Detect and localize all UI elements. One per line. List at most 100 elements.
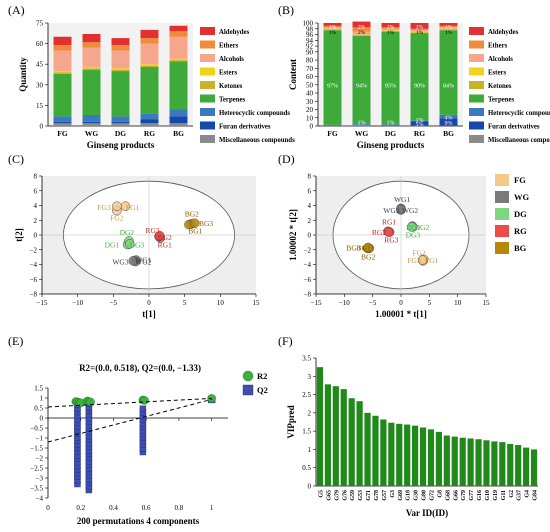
x-tick-label: 0.6 <box>142 504 151 512</box>
legend-swatch <box>200 94 215 103</box>
legend-label: Terpenes <box>219 97 246 104</box>
y-tick-label: 0 <box>308 483 312 491</box>
bar-segment <box>323 23 342 26</box>
x-tick-label: G59 <box>350 490 356 501</box>
legend-swatch <box>495 191 509 203</box>
bar-segment <box>82 68 101 70</box>
y-tick-label: 6 <box>308 187 312 195</box>
y-tick-label: 0 <box>310 123 314 131</box>
vip-bar <box>483 440 490 486</box>
x-tick-label: G37 <box>517 490 523 501</box>
bar-segment <box>53 44 72 51</box>
vip-bar <box>507 443 514 486</box>
bar-segment <box>439 28 458 30</box>
bar-segment <box>439 118 458 126</box>
legend-swatch <box>469 81 484 89</box>
legend-swatch <box>469 27 484 35</box>
bar-segment <box>169 116 188 124</box>
vip-bar <box>491 441 498 486</box>
legend-swatch <box>469 135 484 143</box>
x-tick-label: G4 <box>525 490 531 498</box>
legend-swatch <box>200 27 215 35</box>
score-point <box>417 255 428 265</box>
bar-segment <box>169 31 188 37</box>
bar-segment <box>352 35 371 36</box>
x-tick-label: G77 <box>469 490 475 501</box>
point-label: FG1 <box>126 203 140 212</box>
bar-segment <box>410 33 429 121</box>
y-tick-label: 40 <box>306 90 314 98</box>
legend-label: Terpenes <box>488 97 515 104</box>
y-tick-label: 2.5 <box>302 391 311 399</box>
legend-label: Ketones <box>219 83 243 90</box>
legend-label: Ethers <box>488 43 508 50</box>
y-tick-label: 20 <box>306 106 314 114</box>
legend-swatch <box>495 174 509 186</box>
y-axis-title: Quantity <box>18 57 28 92</box>
x-tick-label: G79 <box>334 490 340 501</box>
point-label: WG2 <box>402 206 418 215</box>
y-tick-label: 1 <box>308 446 312 454</box>
score-point <box>128 256 139 266</box>
bar-segment <box>381 27 400 29</box>
data-label: 1% <box>445 30 453 36</box>
bar-segment <box>111 50 130 69</box>
bar-segment <box>381 31 400 125</box>
bar-segment <box>169 36 188 59</box>
point-label: BG2 <box>361 252 375 261</box>
data-label: 90% <box>414 83 425 89</box>
y-tick-label: 8 <box>34 173 38 181</box>
vip-bar <box>404 424 411 486</box>
point-label: WG2 <box>135 258 151 267</box>
point-label: WG1 <box>135 255 151 264</box>
y-tick-label: −2 <box>30 246 38 254</box>
legend-swatch <box>469 121 484 130</box>
bar-segment <box>439 30 458 115</box>
vip-bar <box>523 447 530 486</box>
point-label: FG3 <box>407 256 421 265</box>
y-tick-label: 0.5 <box>34 405 43 413</box>
legend-label: R2 <box>257 371 267 381</box>
score-point <box>154 230 165 241</box>
vip-bar <box>427 429 435 486</box>
x-tick-label: 15 <box>483 299 491 307</box>
bar-segment <box>111 71 130 117</box>
bar-segment <box>53 116 72 122</box>
x-tick-label: 5 <box>183 299 187 307</box>
bar-segment <box>323 28 342 30</box>
legend-label: Miscellaneous compounds <box>219 137 295 144</box>
x-axis-title: t[1] <box>142 309 156 319</box>
bar-segment <box>169 61 188 110</box>
legend-swatch <box>242 370 254 382</box>
score-point <box>383 227 394 237</box>
score-point <box>407 222 417 232</box>
x-tick-label: G84 <box>533 490 539 501</box>
x-tick-label: G30 <box>414 490 420 501</box>
data-label: 1% <box>416 118 424 124</box>
legend-swatch <box>200 135 215 143</box>
panel-label-B: (B) <box>278 3 294 17</box>
legend-label: RG <box>514 226 527 236</box>
y-tick-label: −6 <box>304 276 312 284</box>
bar-segment <box>410 23 429 29</box>
x-tick-label: 0.8 <box>175 504 184 512</box>
bar-segment <box>140 29 159 39</box>
x-axis-title: 200 permutations 4 components <box>77 516 200 526</box>
point-label: RG1 <box>382 218 396 227</box>
x-tick-label: G16 <box>477 490 483 501</box>
bar-segment <box>140 64 159 66</box>
x-tick-label: G71 <box>366 490 372 501</box>
y-tick-label: −1.5 <box>30 445 43 453</box>
legend-swatch <box>200 81 215 89</box>
x-tick-label: DG <box>385 129 396 138</box>
panel-label-A: (A) <box>8 3 25 17</box>
legend-swatch <box>469 40 484 49</box>
y-tick-label: 50 <box>306 81 314 89</box>
y-tick-label: 8 <box>308 173 312 181</box>
y-tick-label: −3.5 <box>30 485 43 493</box>
x-tick-label: G2 <box>509 490 515 498</box>
bar-segment <box>53 36 72 45</box>
point-label: BG3 <box>346 244 360 253</box>
y-tick-label: 4 <box>34 202 38 210</box>
